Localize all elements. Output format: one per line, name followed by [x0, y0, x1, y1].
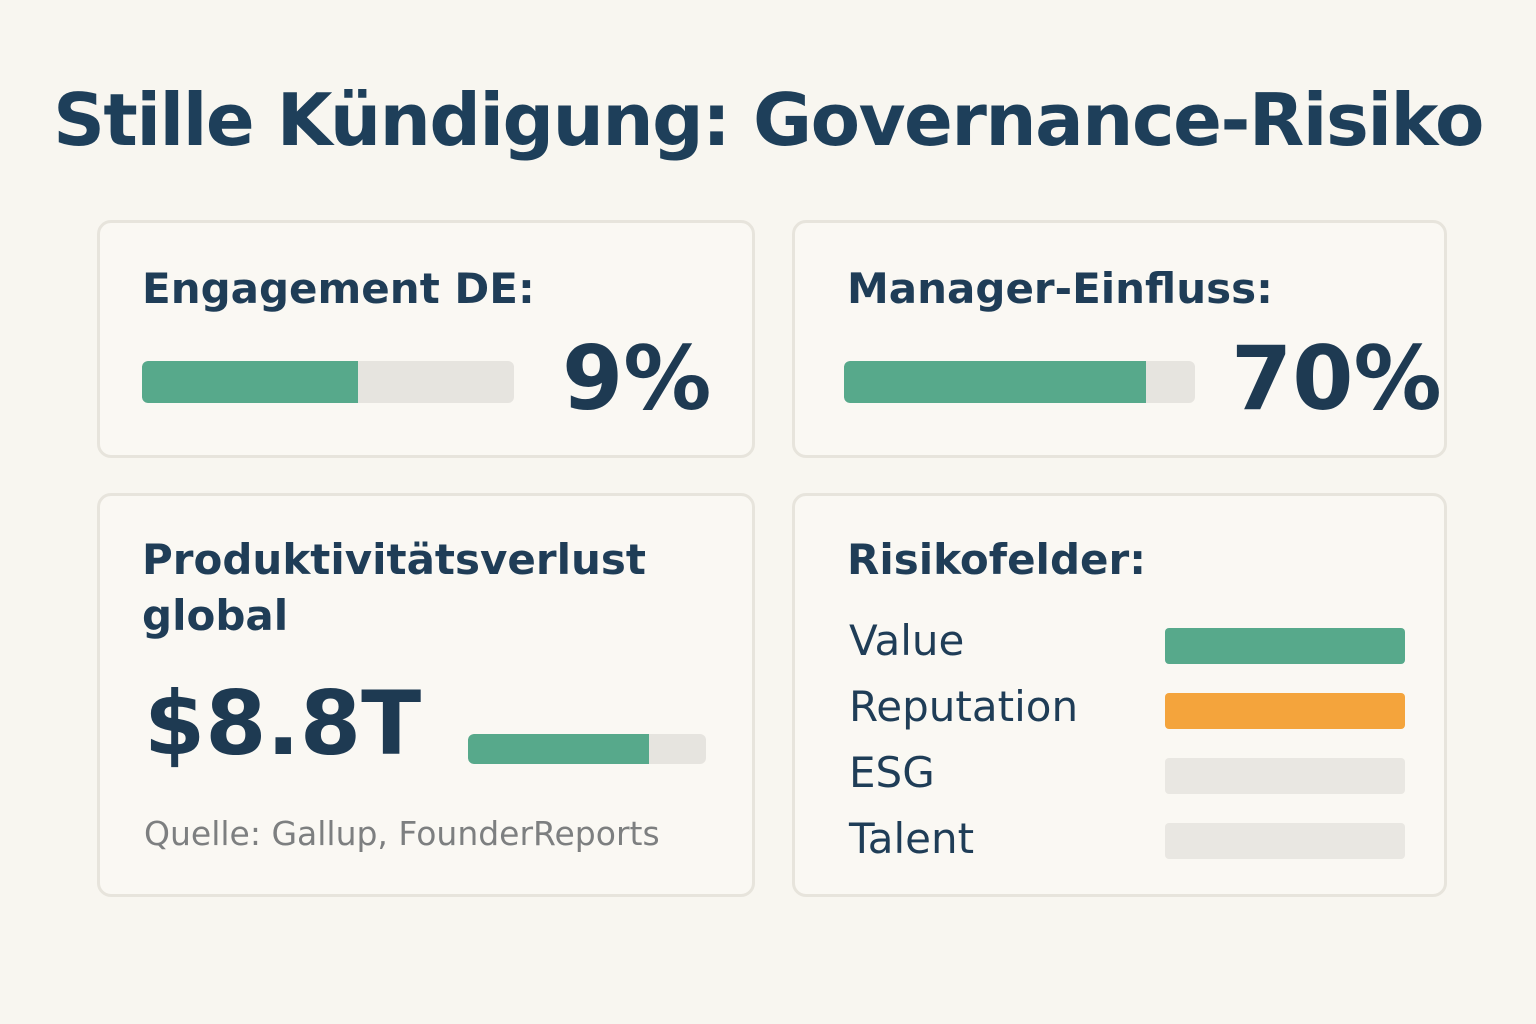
- manager-progress-fill: [844, 361, 1146, 403]
- engagement-value: 9%: [562, 327, 712, 430]
- engagement-progress-bar: [142, 361, 514, 403]
- productivity-label-line1: Produktivitätsverlust: [142, 535, 646, 584]
- productivity-progress-bar: [468, 734, 706, 764]
- risk-item-talent-label: Talent: [849, 814, 975, 863]
- engagement-card: Engagement DE: 9%: [97, 220, 755, 458]
- productivity-value: $8.8T: [144, 672, 422, 775]
- manager-value: 70%: [1231, 327, 1442, 430]
- risk-item-value-bar: [1165, 628, 1405, 664]
- risk-item-esg-bar: [1165, 758, 1405, 794]
- engagement-label: Engagement DE:: [142, 264, 535, 313]
- risk-fields-label: Risikofelder:: [847, 535, 1147, 584]
- source-note: Quelle: Gallup, FounderReports: [144, 814, 660, 853]
- productivity-card: Produktivitätsverlust global $8.8T Quell…: [97, 493, 755, 897]
- manager-progress-bar: [844, 361, 1195, 403]
- risk-item-reputation-bar: [1165, 693, 1405, 729]
- risk-item-esg-label: ESG: [849, 748, 935, 797]
- risk-fields-card: Risikofelder: Value Reputation ESG Talen…: [792, 493, 1447, 897]
- engagement-progress-fill: [142, 361, 358, 403]
- productivity-label-line2: global: [142, 591, 289, 640]
- risk-item-reputation-label: Reputation: [849, 682, 1079, 731]
- productivity-progress-fill: [468, 734, 649, 764]
- risk-item-value-label: Value: [849, 616, 965, 665]
- manager-card: Manager-Einfluss: 70%: [792, 220, 1447, 458]
- manager-label: Manager-Einfluss:: [847, 264, 1273, 313]
- page-title: Stille Kündigung: Governance-Risiko: [53, 78, 1484, 162]
- risk-item-talent-bar: [1165, 823, 1405, 859]
